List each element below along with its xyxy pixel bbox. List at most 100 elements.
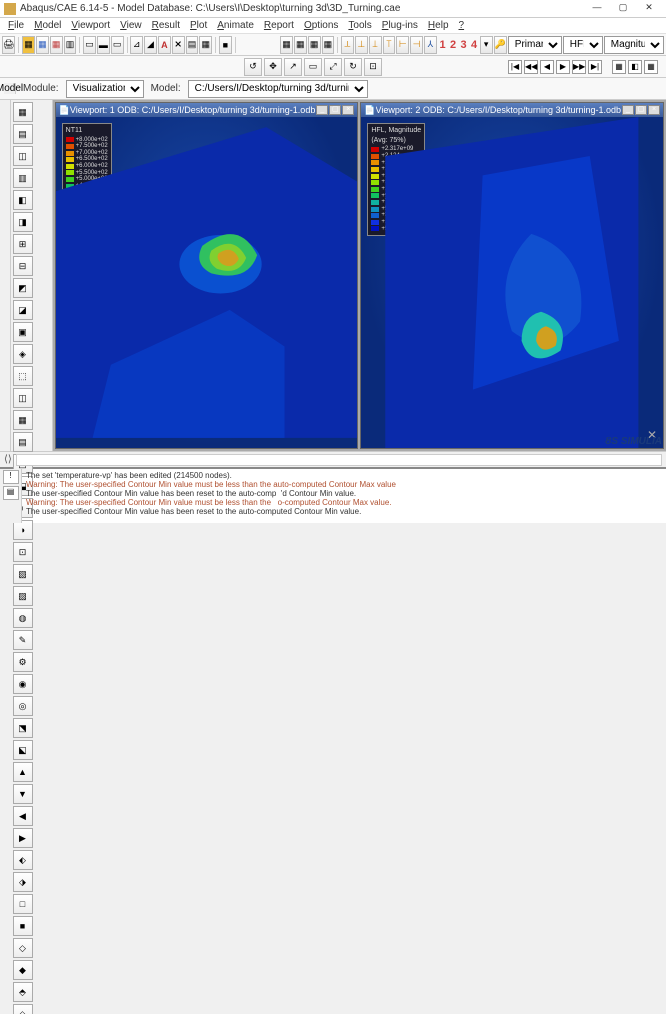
tb-icon[interactable]: ▦ [50, 36, 63, 54]
tb-icon[interactable]: ⊿ [130, 36, 143, 54]
vp-max-button[interactable]: ▢ [329, 105, 341, 115]
tool-button[interactable]: ◆ [13, 960, 33, 980]
tool-button[interactable]: ⬔ [13, 718, 33, 738]
tb-icon[interactable]: ▭ [304, 58, 322, 76]
tool-button[interactable]: ▦ [13, 102, 33, 122]
command-input[interactable] [16, 454, 662, 466]
menu-file[interactable]: File [4, 20, 28, 31]
tb-icon[interactable]: ⊢ [396, 36, 409, 54]
module-select[interactable]: Visualization [66, 80, 144, 98]
tool-button[interactable]: ⬕ [13, 740, 33, 760]
step-back-button[interactable]: ◀ [540, 60, 554, 74]
tool-button[interactable]: ⊟ [13, 256, 33, 276]
tool-button[interactable]: ▦ [13, 410, 33, 430]
tool-button[interactable]: ⊞ [13, 234, 33, 254]
vp-close-button[interactable]: × [342, 105, 354, 115]
tb-icon[interactable]: ■ [219, 36, 232, 54]
tool-button[interactable]: ⬗ [13, 872, 33, 892]
tool-button[interactable]: ▲ [13, 762, 33, 782]
tool-button[interactable]: ⊡ [13, 542, 33, 562]
tb-icon[interactable]: ▦ [294, 36, 307, 54]
tool-button[interactable]: ◧ [13, 190, 33, 210]
tb-icon[interactable]: ▦ [199, 36, 212, 54]
tool-button[interactable]: ▤ [13, 432, 33, 452]
tb-icon[interactable]: ▥ [64, 36, 77, 54]
tb-icon[interactable]: ⊥ [355, 36, 368, 54]
menu-help[interactable]: Help [424, 20, 453, 31]
tool-button[interactable]: ▼ [13, 784, 33, 804]
tool-button[interactable]: ▧ [13, 564, 33, 584]
tool-button[interactable]: ▥ [13, 168, 33, 188]
tb-icon[interactable]: ✥ [264, 58, 282, 76]
message-log[interactable]: The set 'temperature-vp' has been edited… [22, 469, 666, 523]
rewind-button[interactable]: ◀◀ [524, 60, 538, 74]
menu-plug-ins[interactable]: Plug-ins [378, 20, 422, 31]
tool-button[interactable]: ◈ [13, 344, 33, 364]
tb-icon[interactable]: ▭ [83, 36, 96, 54]
maximize-button[interactable]: ▢ [610, 2, 636, 16]
menu-model[interactable]: Model [30, 20, 65, 31]
tool-button[interactable]: ▶ [13, 828, 33, 848]
view-2[interactable]: 2 [448, 37, 457, 53]
tb-icon[interactable]: ◢ [144, 36, 157, 54]
viewport-1-header[interactable]: 📄 Viewport: 1 ODB: C:/Users/I/Desktop/tu… [56, 103, 358, 117]
tb-icon[interactable]: ▦ [22, 36, 35, 54]
menu-report[interactable]: Report [260, 20, 298, 31]
component-select[interactable]: Magnitude [604, 36, 664, 54]
menu-plot[interactable]: Plot [186, 20, 211, 31]
tb-icon[interactable]: ▬ [97, 36, 110, 54]
tool-button[interactable]: ◑ [13, 520, 33, 540]
tool-button[interactable]: ◫ [13, 146, 33, 166]
first-frame-button[interactable]: |◀ [508, 60, 522, 74]
viewport-1-canvas[interactable]: NT11+8.000e+02+7.500e+02+7.000e+02+6.500… [56, 117, 358, 448]
key-icon[interactable]: 🔑 [494, 36, 507, 54]
print-icon[interactable]: 🖨 [2, 36, 15, 54]
tb-icon[interactable]: ↺ [244, 58, 262, 76]
vp-close-button[interactable]: × [648, 105, 660, 115]
person-icon[interactable]: ⅄ [424, 36, 437, 54]
msg-icon[interactable]: ▤ [3, 486, 19, 500]
tb-icon[interactable]: ⟙ [383, 36, 396, 54]
tb-icon[interactable]: ⟂ [341, 36, 354, 54]
forward-button[interactable]: ▶▶ [572, 60, 586, 74]
tool-button[interactable]: ◪ [13, 300, 33, 320]
tool-button[interactable]: ■ [13, 916, 33, 936]
tool-button[interactable]: ◨ [13, 212, 33, 232]
strategy-select[interactable]: Primary [508, 36, 562, 54]
tool-button[interactable]: ◫ [13, 388, 33, 408]
viewport-2-header[interactable]: 📄 Viewport: 2 ODB: C:/Users/I/Desktop/tu… [361, 103, 663, 117]
variable-select[interactable]: HFL [563, 36, 603, 54]
menu-?[interactable]: ? [455, 20, 469, 31]
menu-options[interactable]: Options [300, 20, 342, 31]
menu-view[interactable]: View [116, 20, 146, 31]
tool-button[interactable]: ◩ [13, 278, 33, 298]
tb-icon[interactable]: ▦ [612, 60, 626, 74]
tb-icon[interactable]: ⊣ [410, 36, 423, 54]
tb-icon[interactable]: ⤢ [324, 58, 342, 76]
last-frame-button[interactable]: ▶| [588, 60, 602, 74]
tb-icon[interactable]: ⨯ [172, 36, 185, 54]
tb-icon[interactable]: ◧ [628, 60, 642, 74]
vp-min-button[interactable]: _ [622, 105, 634, 115]
minimize-button[interactable]: — [584, 2, 610, 16]
tb-icon[interactable]: ↻ [344, 58, 362, 76]
tb-icon[interactable]: ▾ [480, 36, 493, 54]
tb-icon[interactable]: ▭ [111, 36, 124, 54]
tb-icon[interactable]: ▦ [644, 60, 658, 74]
tool-button[interactable]: ▤ [13, 124, 33, 144]
close-button[interactable]: ✕ [636, 2, 662, 16]
tool-button[interactable]: ⬙ [13, 1004, 33, 1014]
tb-icon[interactable]: ⟘ [369, 36, 382, 54]
tool-button[interactable]: ▣ [13, 322, 33, 342]
viewport-2-canvas[interactable]: HFL, Magnitude(Avg: 75%)+2.317e+09+2.124… [361, 117, 663, 448]
tool-button[interactable]: ◍ [13, 608, 33, 628]
tb-icon[interactable]: ⊡ [364, 58, 382, 76]
tool-button[interactable]: ◀ [13, 806, 33, 826]
tool-button[interactable]: ▨ [13, 586, 33, 606]
tool-button[interactable]: ⚙ [13, 652, 33, 672]
tool-button[interactable]: □ [13, 894, 33, 914]
menu-animate[interactable]: Animate [213, 20, 258, 31]
tb-icon[interactable]: ↗ [284, 58, 302, 76]
vp-max-button[interactable]: ▢ [635, 105, 647, 115]
view-1[interactable]: 1 [438, 37, 447, 53]
